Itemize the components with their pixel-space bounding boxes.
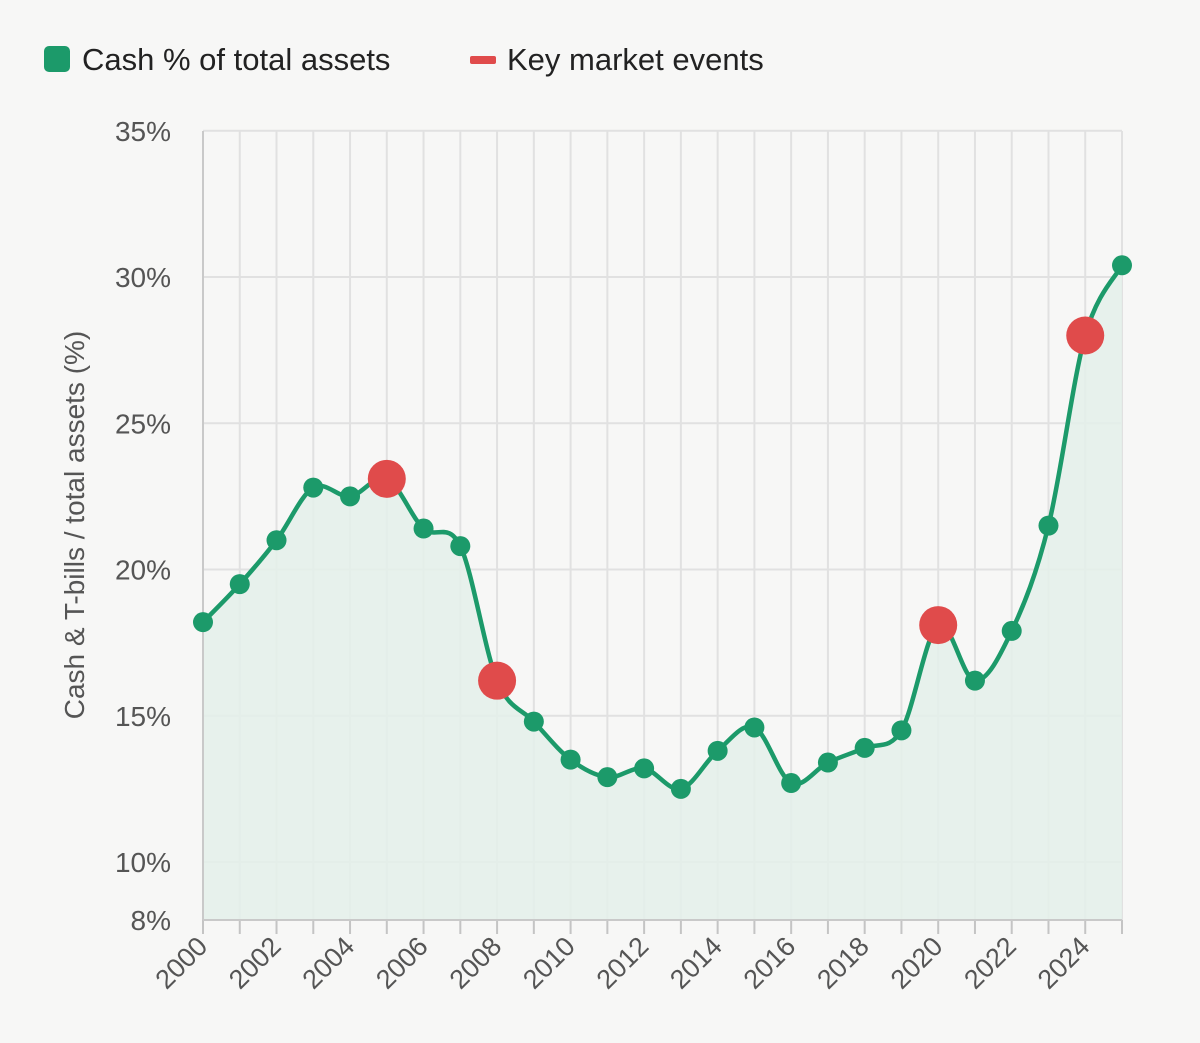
event-markers-layer — [367, 316, 1105, 700]
series-point — [634, 758, 655, 779]
x-tick-label: 2008 — [444, 931, 508, 995]
series-point — [1112, 255, 1132, 276]
series-point — [266, 530, 287, 551]
series-point — [523, 711, 544, 732]
legend-events-label: Key market events — [507, 42, 764, 77]
y-axis-label: Cash & T-bills / total assets (%) — [59, 331, 90, 720]
legend-events-swatch — [470, 56, 496, 64]
series-point — [229, 574, 250, 595]
y-tick-label: 8% — [131, 905, 171, 936]
x-tick-label: 2014 — [664, 931, 728, 995]
series-point — [193, 612, 213, 633]
series-point — [450, 536, 471, 557]
x-tick-label: 2012 — [591, 931, 655, 995]
series-point — [1001, 620, 1022, 641]
axes — [202, 131, 1123, 934]
chart-legend: Cash % of total assets Key market events — [44, 42, 764, 77]
series-point — [560, 749, 581, 770]
series-point — [597, 767, 618, 788]
event-marker — [367, 459, 406, 498]
x-tick-label: 2004 — [297, 931, 361, 995]
x-tick-label: 2018 — [811, 931, 875, 995]
series-point — [303, 477, 324, 498]
y-tick-label: 25% — [115, 408, 171, 439]
event-marker — [1066, 316, 1105, 355]
legend-series-swatch — [44, 46, 70, 72]
series-point — [744, 717, 765, 738]
x-tick-label: 2016 — [738, 931, 802, 995]
series-point — [964, 670, 985, 691]
series-point — [854, 737, 875, 758]
series-point — [670, 778, 691, 799]
series-point — [707, 740, 728, 761]
event-marker — [919, 606, 958, 645]
x-tick-label: 2022 — [958, 931, 1022, 995]
series-points-layer — [193, 255, 1132, 799]
y-tick-label: 30% — [115, 262, 171, 293]
series-point — [781, 773, 802, 794]
series-point — [1038, 515, 1059, 536]
x-tick-label: 2000 — [150, 931, 214, 995]
series-point — [340, 486, 361, 507]
x-tick-label: 2024 — [1032, 931, 1096, 995]
y-tick-label: 10% — [115, 847, 171, 878]
y-tick-label: 15% — [115, 701, 171, 732]
event-marker — [478, 661, 517, 700]
x-tick-label: 2020 — [885, 931, 949, 995]
legend-series-label: Cash % of total assets — [82, 42, 390, 77]
series-point — [413, 518, 434, 539]
x-tick-label: 2006 — [370, 931, 434, 995]
x-tick-label: 2002 — [223, 931, 287, 995]
area-layer — [203, 265, 1122, 920]
series-point — [817, 752, 838, 773]
y-tick-label: 35% — [115, 116, 171, 147]
series-area-fill — [203, 265, 1122, 920]
x-tick-label: 2010 — [517, 931, 581, 995]
series-point — [891, 720, 912, 741]
y-tick-label: 20% — [115, 555, 171, 586]
